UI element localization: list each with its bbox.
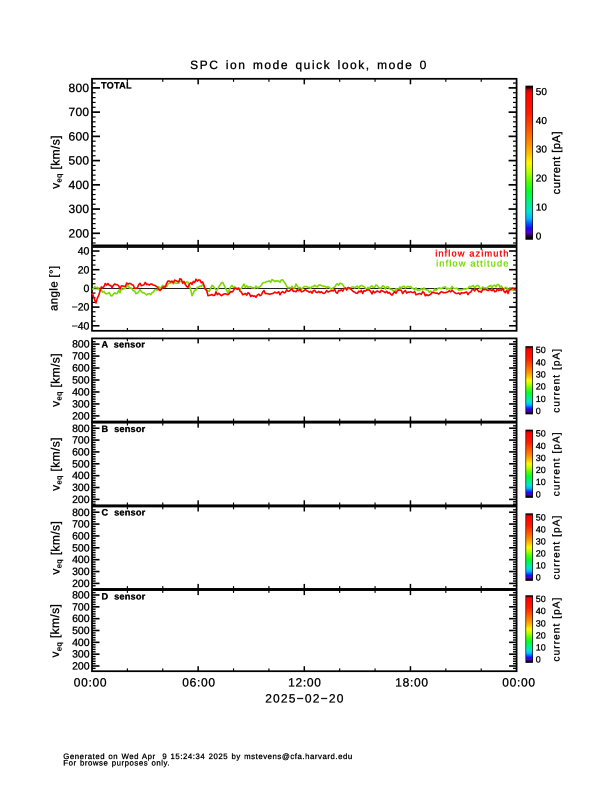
svg-text:30: 30 xyxy=(536,145,548,156)
svg-text:SPC ion mode quick look, mode: SPC ion mode quick look, mode 0 xyxy=(190,58,428,72)
svg-text:400: 400 xyxy=(72,470,90,482)
svg-text:500: 500 xyxy=(72,542,90,554)
svg-text:40: 40 xyxy=(78,246,90,258)
svg-text:0: 0 xyxy=(536,489,541,499)
svg-text:600: 600 xyxy=(72,613,90,625)
svg-text:400: 400 xyxy=(68,178,89,192)
svg-text:50: 50 xyxy=(536,345,546,355)
svg-text:700: 700 xyxy=(72,435,90,447)
svg-text:06:00: 06:00 xyxy=(182,676,216,690)
svg-text:400: 400 xyxy=(72,554,90,566)
svg-text:20: 20 xyxy=(536,630,546,640)
svg-text:600: 600 xyxy=(72,531,90,543)
svg-text:current [pA]: current [pA] xyxy=(551,597,562,662)
svg-text:current [pA]: current [pA] xyxy=(551,431,562,496)
svg-text:600: 600 xyxy=(72,447,90,459)
svg-text:700: 700 xyxy=(72,519,90,531)
svg-text:10: 10 xyxy=(536,477,546,487)
svg-text:20: 20 xyxy=(536,382,546,392)
svg-text:D sensor: D sensor xyxy=(102,591,146,601)
svg-text:10: 10 xyxy=(536,642,546,652)
svg-text:00:00: 00:00 xyxy=(502,676,536,690)
svg-text:50: 50 xyxy=(536,87,548,98)
svg-text:00:00: 00:00 xyxy=(74,676,108,690)
svg-text:200: 200 xyxy=(72,661,90,673)
svg-text:angle [°]: angle [°] xyxy=(48,265,60,310)
svg-text:400: 400 xyxy=(72,637,90,649)
svg-text:12:00: 12:00 xyxy=(288,676,322,690)
svg-text:500: 500 xyxy=(68,154,89,168)
svg-text:700: 700 xyxy=(68,105,89,119)
svg-text:10: 10 xyxy=(536,202,548,213)
svg-text:Generated on Wed Apr 9 15:24:: Generated on Wed Apr 9 15:24:34 2025 by … xyxy=(63,752,352,761)
svg-text:50: 50 xyxy=(536,429,546,439)
svg-text:B sensor: B sensor xyxy=(102,424,146,434)
svg-text:For browse purposes only.: For browse purposes only. xyxy=(63,758,170,767)
svg-text:300: 300 xyxy=(72,649,90,661)
svg-text:0: 0 xyxy=(536,572,541,582)
svg-text:20: 20 xyxy=(536,548,546,558)
svg-text:40: 40 xyxy=(536,524,546,534)
svg-text:30: 30 xyxy=(536,536,546,546)
svg-text:0: 0 xyxy=(536,654,541,664)
svg-text:800: 800 xyxy=(72,423,90,435)
svg-text:700: 700 xyxy=(72,351,90,363)
svg-text:500: 500 xyxy=(72,458,90,470)
svg-text:700: 700 xyxy=(72,601,90,613)
svg-text:veq [km/s]: veq [km/s] xyxy=(48,521,63,575)
svg-text:200: 200 xyxy=(72,410,90,422)
svg-text:300: 300 xyxy=(72,566,90,578)
svg-text:20: 20 xyxy=(536,174,548,185)
svg-text:20: 20 xyxy=(78,264,90,276)
svg-text:0: 0 xyxy=(536,231,542,242)
svg-text:800: 800 xyxy=(72,339,90,351)
svg-text:−20: −20 xyxy=(72,302,90,314)
svg-text:40: 40 xyxy=(536,606,546,616)
svg-text:40: 40 xyxy=(536,357,546,367)
svg-text:500: 500 xyxy=(72,625,90,637)
svg-text:20: 20 xyxy=(536,465,546,475)
svg-text:40: 40 xyxy=(536,441,546,451)
svg-text:current [pA]: current [pA] xyxy=(551,131,563,194)
svg-text:200: 200 xyxy=(72,494,90,506)
svg-text:30: 30 xyxy=(536,453,546,463)
svg-text:TOTAL: TOTAL xyxy=(101,81,132,91)
svg-text:30: 30 xyxy=(536,618,546,628)
svg-text:600: 600 xyxy=(68,129,89,143)
svg-text:800: 800 xyxy=(68,81,89,95)
svg-text:300: 300 xyxy=(72,399,90,411)
svg-text:50: 50 xyxy=(536,512,546,522)
svg-text:50: 50 xyxy=(536,594,546,604)
svg-text:800: 800 xyxy=(72,590,90,602)
svg-text:18:00: 18:00 xyxy=(395,676,429,690)
svg-text:30: 30 xyxy=(536,369,546,379)
svg-text:0: 0 xyxy=(84,283,90,295)
svg-text:C sensor: C sensor xyxy=(102,508,146,518)
svg-text:inflow attitude: inflow attitude xyxy=(436,259,509,269)
svg-text:10: 10 xyxy=(536,560,546,570)
svg-text:current [pA]: current [pA] xyxy=(551,348,562,413)
svg-text:300: 300 xyxy=(72,482,90,494)
svg-text:−40: −40 xyxy=(72,320,90,332)
svg-text:A sensor: A sensor xyxy=(102,340,146,350)
svg-text:500: 500 xyxy=(72,375,90,387)
svg-text:10: 10 xyxy=(536,394,546,404)
svg-text:2025−02−20: 2025−02−20 xyxy=(265,692,344,706)
svg-text:300: 300 xyxy=(68,202,89,216)
svg-text:40: 40 xyxy=(536,116,548,127)
svg-text:0: 0 xyxy=(536,406,541,416)
svg-text:current [pA]: current [pA] xyxy=(551,515,562,580)
svg-text:400: 400 xyxy=(72,387,90,399)
svg-text:inflow azimuth: inflow azimuth xyxy=(435,248,509,258)
svg-text:600: 600 xyxy=(72,363,90,375)
svg-text:800: 800 xyxy=(72,507,90,519)
svg-text:200: 200 xyxy=(72,578,90,590)
svg-text:200: 200 xyxy=(68,226,89,240)
